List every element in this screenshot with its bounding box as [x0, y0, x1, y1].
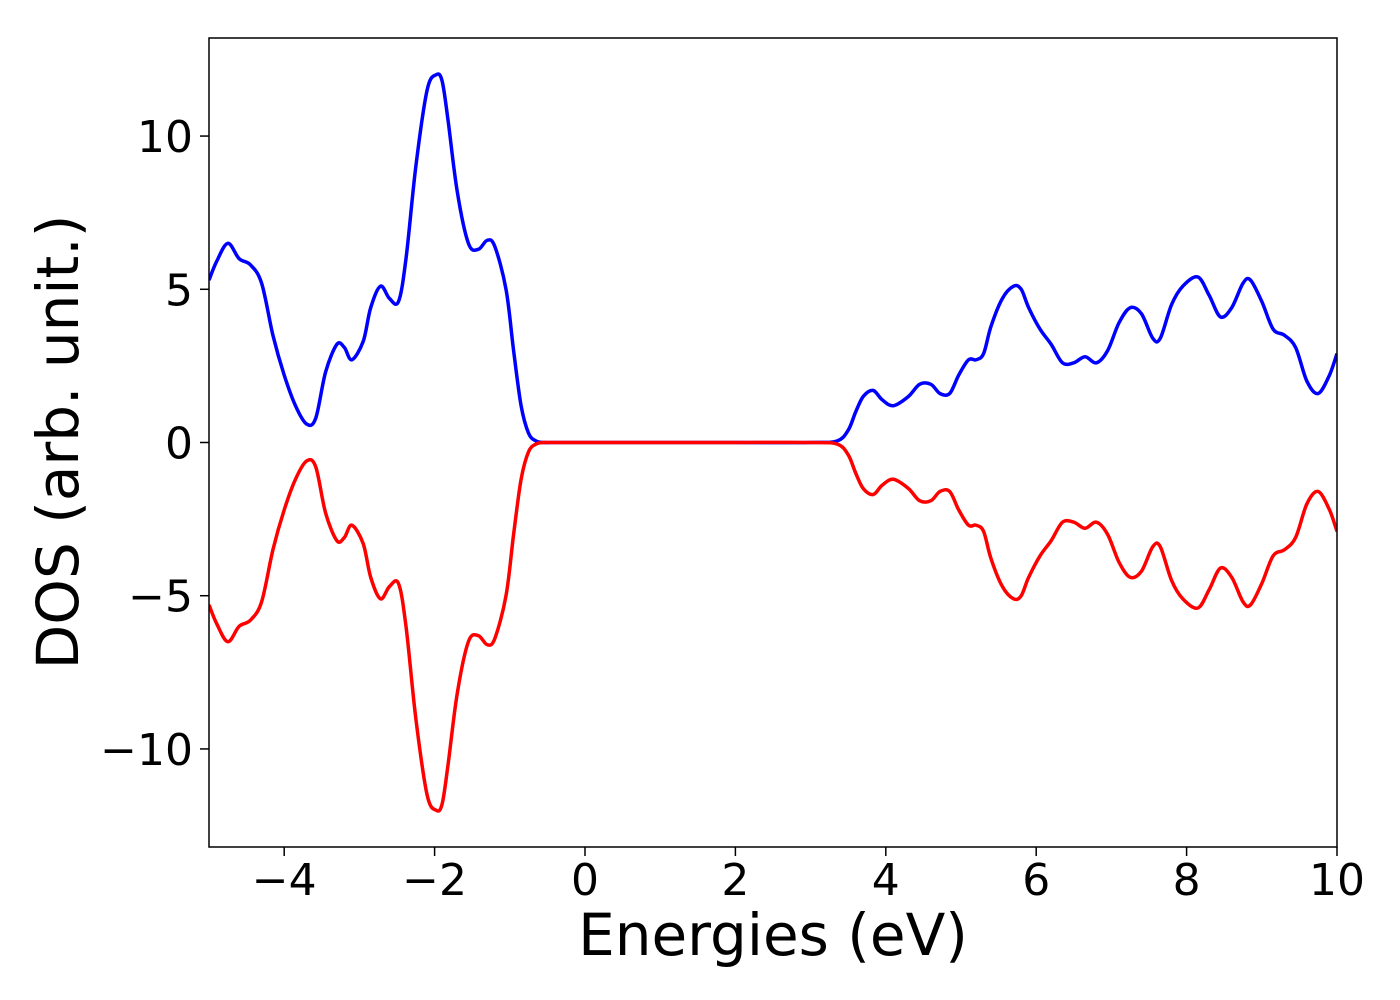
y-tick-label: −10 [100, 725, 193, 776]
x-tick-label: 10 [1309, 855, 1365, 906]
x-axis-title: Energies (eV) [578, 901, 968, 969]
x-tick-label: −2 [402, 855, 467, 906]
series-line-0 [209, 72, 1337, 445]
x-tick-label: 4 [872, 855, 900, 906]
series-layer [209, 72, 1337, 813]
x-tick-label: 2 [721, 855, 749, 906]
y-axis-title: DOS (arb. unit.) [24, 215, 92, 670]
x-tick-label: −4 [252, 855, 317, 906]
y-tick-label: −5 [128, 572, 193, 623]
x-tick-label: 6 [1022, 855, 1050, 906]
y-tick-label: 0 [165, 419, 193, 470]
series-line-1 [209, 440, 1337, 813]
y-tick-label: 10 [137, 112, 193, 163]
x-tick-label: 8 [1173, 855, 1201, 906]
y-tick-label: 5 [165, 265, 193, 316]
y-axis-ticks: −10 −5 0 5 10 [100, 112, 209, 776]
x-tick-label: 0 [571, 855, 599, 906]
x-axis-ticks: −4 −2 0 2 4 6 8 10 [252, 847, 1365, 906]
